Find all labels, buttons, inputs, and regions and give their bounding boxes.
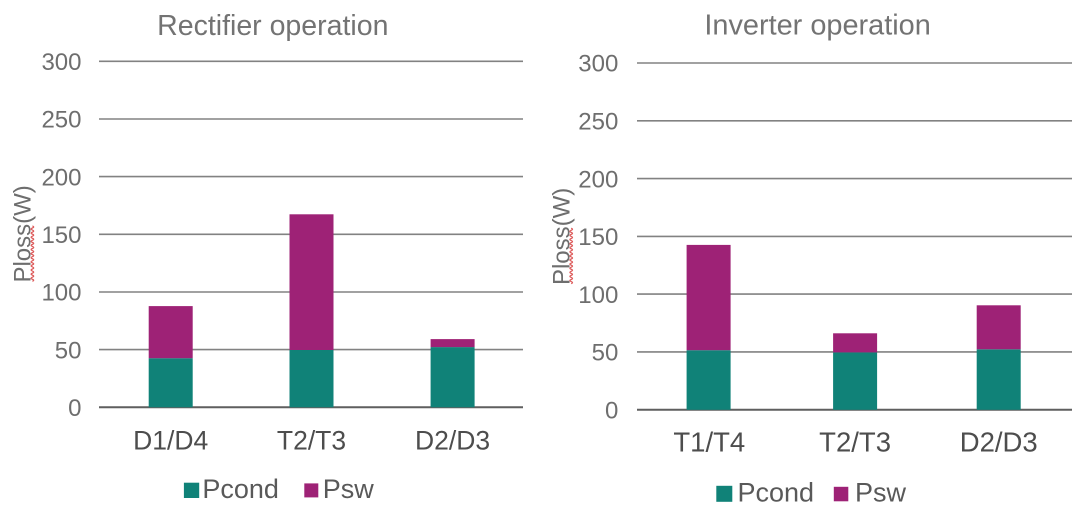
svg-text:200: 200 [41,164,81,191]
svg-text:T2/T3: T2/T3 [277,426,346,456]
svg-text:250: 250 [578,109,618,136]
svg-text:Psw: Psw [323,474,375,504]
svg-text:200: 200 [578,166,618,193]
svg-text:D1/D4: D1/D4 [133,426,208,456]
svg-text:Rectifier operation: Rectifier operation [157,10,388,42]
svg-text:Inverter operation: Inverter operation [704,10,930,42]
svg-text:300: 300 [578,51,618,78]
svg-text:300: 300 [41,49,81,76]
svg-text:Psw: Psw [855,478,907,508]
svg-text:Pcond: Pcond [738,478,815,508]
svg-text:150: 150 [41,222,81,249]
svg-text:T1/T4: T1/T4 [673,427,745,458]
svg-text:100: 100 [578,282,618,309]
svg-text:150: 150 [578,224,618,251]
svg-text:250: 250 [41,107,81,134]
svg-text:50: 50 [55,337,82,364]
svg-text:0: 0 [68,395,81,422]
svg-text:50: 50 [592,340,619,367]
svg-text:100: 100 [41,280,81,307]
svg-text:0: 0 [605,398,618,425]
svg-text:D2/D3: D2/D3 [960,427,1038,458]
svg-text:Pcond: Pcond [202,474,279,504]
svg-text:T2/T3: T2/T3 [819,427,891,458]
svg-text:D2/D3: D2/D3 [415,426,490,456]
